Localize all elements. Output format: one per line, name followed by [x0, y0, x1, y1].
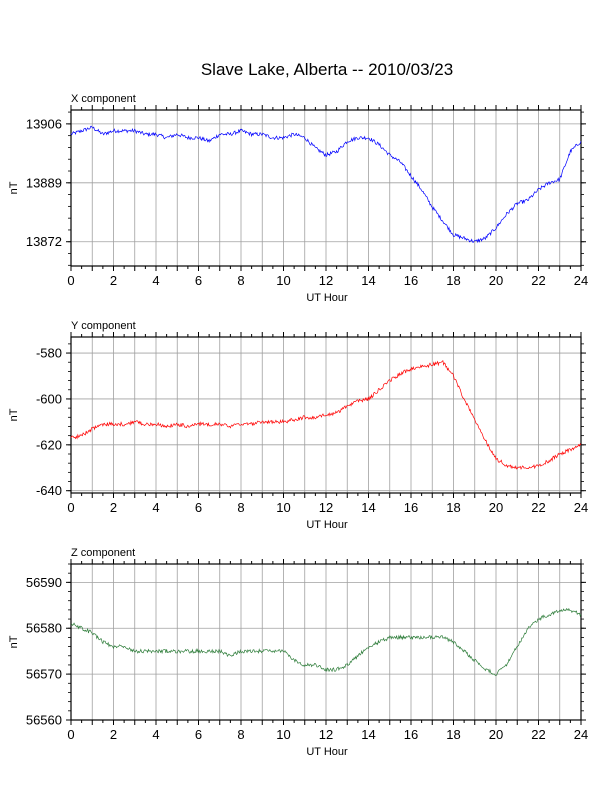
x-tick-label: 22	[531, 273, 545, 288]
x-tick-label: 12	[319, 727, 333, 742]
x-tick-label: 10	[276, 273, 290, 288]
panel-title: Z component	[71, 547, 135, 559]
y-tick-label: 13889	[26, 175, 62, 190]
plot-frame	[70, 563, 582, 721]
panel-title: X component	[71, 93, 136, 105]
x-tick-label: 8	[237, 500, 244, 515]
x-tick-label: 14	[361, 500, 375, 515]
x-tick-label: 16	[404, 273, 418, 288]
x-tick-label: 8	[237, 727, 244, 742]
x-tick-label: 18	[446, 500, 460, 515]
x-tick-label: 2	[110, 500, 117, 515]
y-tick-label: 13872	[26, 234, 62, 249]
y-tick-label: -600	[36, 391, 62, 406]
x-tick-label: 4	[152, 727, 159, 742]
x-tick-label: 24	[574, 500, 588, 515]
y-tick-label: 56560	[26, 713, 62, 728]
x-tick-label: 10	[276, 727, 290, 742]
y-tick-label: 56590	[26, 575, 62, 590]
x-tick-label: 0	[67, 727, 74, 742]
x-tick-label: 6	[195, 727, 202, 742]
x-tick-label: 6	[195, 500, 202, 515]
y-axis-label: nT	[8, 408, 20, 421]
panel-title: Y component	[71, 320, 136, 332]
x-tick-label: 6	[195, 273, 202, 288]
y-axis-label: nT	[8, 181, 20, 194]
x-tick-label: 20	[489, 727, 503, 742]
y-tick-label: -620	[36, 437, 62, 452]
x-tick-label: 16	[404, 727, 418, 742]
x-tick-label: 0	[67, 500, 74, 515]
y-axis-label: nT	[8, 635, 20, 648]
x-axis-label: UT Hour	[306, 519, 348, 531]
y-tick-label: 56580	[26, 621, 62, 636]
x-tick-label: 22	[531, 727, 545, 742]
x-tick-label: 0	[67, 273, 74, 288]
x-tick-label: 14	[361, 273, 375, 288]
x-tick-label: 2	[110, 273, 117, 288]
series-line	[70, 359, 582, 470]
y-tick-label: 13906	[26, 116, 62, 131]
x-tick-label: 10	[276, 500, 290, 515]
x-tick-label: 20	[489, 273, 503, 288]
y-tick-label: -640	[36, 483, 62, 498]
x-tick-label: 16	[404, 500, 418, 515]
x-tick-label: 24	[574, 727, 588, 742]
y-tick-label: 56570	[26, 667, 62, 682]
x-tick-label: 2	[110, 727, 117, 742]
x-tick-label: 20	[489, 500, 503, 515]
x-tick-label: 14	[361, 727, 375, 742]
x-tick-label: 18	[446, 727, 460, 742]
x-axis-label: UT Hour	[306, 292, 348, 304]
x-tick-label: 4	[152, 273, 159, 288]
x-tick-label: 24	[574, 273, 588, 288]
plot-frame	[70, 336, 582, 494]
x-tick-label: 18	[446, 273, 460, 288]
series-line	[70, 125, 582, 244]
x-tick-label: 4	[152, 500, 159, 515]
y-tick-label: -580	[36, 346, 62, 361]
x-tick-label: 12	[319, 500, 333, 515]
x-tick-label: 8	[237, 273, 244, 288]
plot-frame	[70, 109, 582, 267]
x-axis-label: UT Hour	[306, 746, 348, 758]
x-tick-label: 12	[319, 273, 333, 288]
figure-title: Slave Lake, Alberta -- 2010/03/23	[201, 60, 453, 79]
x-tick-label: 22	[531, 500, 545, 515]
series-line	[70, 607, 582, 676]
